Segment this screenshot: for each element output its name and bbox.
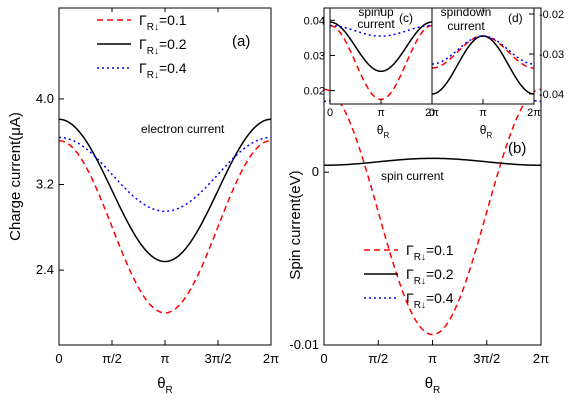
y-tick-label-b: 0 [312,164,319,179]
annotation-d-line1: spindown [441,5,492,19]
legend-entry-a-3: ΓR↓=0.4 [139,60,187,81]
y-tick-label-c: 0.03 [304,50,325,62]
x-tick-label-a: 2π [263,351,279,366]
x-tick-label-c: 2π [425,107,439,119]
x-tick-label-a: π [161,351,170,366]
series-line-a-1 [58,139,272,314]
panel-label-a: (a) [232,33,250,50]
x-tick-label-a: 0 [55,351,62,366]
legend-entry-b-2: ΓR↓=0.2 [406,266,454,287]
y-tick-label-a: 4.0 [36,91,54,106]
y-tick-label-d: -0.02 [539,9,564,21]
x-tick-label-d: 2π [527,107,541,119]
y-tick-label-a: 2.4 [36,262,54,277]
y-tick-label-b: -0.01 [289,337,319,352]
y-axis-label-b: Spin current(eV) [287,170,304,279]
annotation-c-line1: spinup [358,5,394,19]
x-axis-label-a: θR [157,375,173,396]
series-line-c-2 [329,21,433,73]
series-line-a-3 [58,136,272,213]
panel-label-b: (b) [508,140,526,157]
x-tick-label-b: π/2 [368,351,388,366]
x-tick-label-b: 2π [533,351,549,366]
x-tick-label-a: π/2 [102,351,122,366]
y-tick-label-c: 0.04 [304,15,325,27]
x-tick-label-c: 0 [327,107,333,119]
y-tick-label-d: -0.04 [539,89,564,101]
y-tick-label-d: -0.03 [539,49,564,61]
inset-bg-d [432,8,534,104]
panel-a: 0 π/2 π 3π/2 2π 2.4 3.2 4.0 Charge current(μA) θR… [7,7,279,396]
panel-label-d: (d) [508,11,523,25]
series-line-b-1 [323,88,542,336]
x-axis-label-d: θR [480,123,493,140]
legend-entry-b-3: ΓR↓=0.4 [406,290,454,311]
annotation-c-line2: current [357,17,395,31]
series-line-b-2 [323,157,542,167]
legend-entry-b-1: ΓR↓=0.1 [406,242,454,263]
y-tick-label-a: 3.2 [36,177,54,192]
axes-frame-a [58,7,272,346]
x-tick-label-d: π [479,107,487,119]
y-tick-label-c: 0.02 [304,86,325,98]
x-tick-label-c: π [377,107,385,119]
panel-label-c: (c) [399,11,413,25]
inset-bg-c [330,8,432,104]
x-axis-label-b: θR [425,375,441,396]
series-line-a-2 [58,118,272,263]
x-tick-label-d: 0 [429,107,435,119]
y-axis-label-a: Charge current(μA) [7,112,24,241]
annotation-d-line2: current [447,19,485,33]
x-tick-label-b: π [428,351,437,366]
legend-entry-a-2: ΓR↓=0.2 [139,36,187,57]
series-line-d-2 [431,35,535,95]
x-tick-label-b: 0 [320,351,327,366]
x-axis-label-c: θR [377,123,390,140]
x-tick-label-b: 3π/2 [473,351,500,366]
series-line-d-3 [431,35,535,65]
annotation-b: spin current [381,169,444,183]
x-tick-label-a: 3π/2 [204,351,231,366]
legend-entry-a-1: ΓR↓=0.1 [139,12,187,33]
annotation-a: electron current [141,122,225,136]
